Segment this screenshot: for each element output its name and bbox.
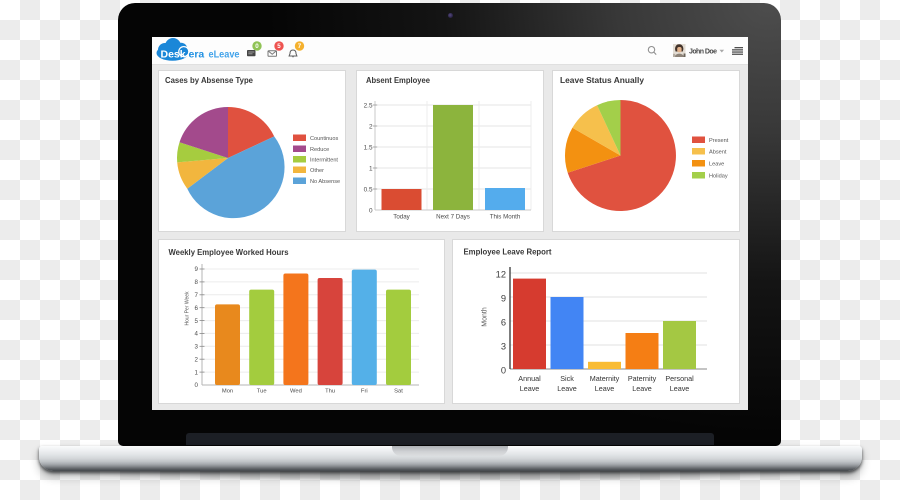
svg-text:Leave Status Anually: Leave Status Anually	[560, 75, 644, 85]
svg-text:This Month: This Month	[490, 214, 521, 221]
svg-text:7: 7	[298, 43, 302, 50]
svg-text:John Doe: John Doe	[689, 48, 717, 55]
svg-text:0: 0	[501, 365, 506, 375]
svg-text:Other: Other	[310, 168, 324, 174]
svg-text:Thu: Thu	[325, 389, 335, 395]
svg-text:Wed: Wed	[290, 389, 302, 395]
svg-text:1: 1	[195, 369, 199, 376]
svg-text:1.5: 1.5	[364, 144, 373, 151]
svg-text:12: 12	[496, 269, 506, 279]
svg-text:Leave: Leave	[595, 384, 615, 393]
svg-text:5: 5	[195, 318, 199, 325]
svg-text:Personal: Personal	[665, 374, 694, 383]
svg-text:4: 4	[195, 331, 199, 338]
svg-text:6: 6	[501, 317, 506, 327]
svg-text:Mon: Mon	[222, 389, 233, 395]
svg-text:Reduce: Reduce	[310, 147, 329, 153]
svg-text:Hour Per Week: Hour Per Week	[185, 291, 191, 326]
svg-text:Countinuos: Countinuos	[310, 136, 339, 142]
svg-text:Leave: Leave	[557, 384, 577, 393]
svg-text:Annual: Annual	[518, 374, 541, 383]
svg-text:9: 9	[501, 293, 506, 303]
svg-text:2.5: 2.5	[364, 102, 373, 109]
svg-text:era: era	[189, 49, 205, 61]
svg-text:Sat: Sat	[394, 389, 403, 395]
svg-text:2: 2	[195, 356, 199, 363]
svg-text:Paternity: Paternity	[628, 374, 657, 383]
svg-text:Present: Present	[709, 138, 729, 144]
svg-text:Absent Employee: Absent Employee	[366, 75, 430, 85]
svg-text:Leave: Leave	[709, 162, 724, 168]
svg-text:0: 0	[369, 207, 373, 214]
svg-text:0.5: 0.5	[364, 186, 373, 193]
svg-text:1: 1	[369, 165, 373, 172]
svg-text:Leave: Leave	[670, 384, 690, 393]
svg-text:Sick: Sick	[560, 374, 574, 383]
svg-text:Absent: Absent	[709, 150, 727, 156]
svg-text:Tue: Tue	[257, 389, 267, 395]
svg-text:5: 5	[277, 43, 281, 50]
svg-text:Holiday: Holiday	[709, 174, 728, 180]
svg-text:Today: Today	[393, 214, 410, 221]
svg-text:0: 0	[255, 43, 259, 50]
svg-text:2: 2	[369, 123, 373, 130]
svg-text:Desk: Desk	[161, 49, 186, 61]
svg-text:No Absense: No Absense	[310, 179, 340, 185]
svg-text:9: 9	[195, 266, 199, 273]
svg-text:3: 3	[195, 344, 199, 351]
svg-text:Weekly Employee Worked Hours: Weekly Employee Worked Hours	[169, 247, 289, 257]
svg-text:0: 0	[195, 382, 199, 389]
svg-text:Next 7 Days: Next 7 Days	[436, 214, 470, 221]
svg-text:Maternity: Maternity	[590, 374, 620, 383]
svg-text:Employee Leave Report: Employee Leave Report	[464, 247, 552, 257]
svg-text:7: 7	[195, 292, 199, 299]
svg-text:3: 3	[501, 341, 506, 351]
svg-text:Cases by Absense Type: Cases by Absense Type	[165, 75, 253, 85]
svg-text:Leave: Leave	[632, 384, 652, 393]
svg-text:Intermittent: Intermittent	[310, 158, 338, 164]
svg-text:Leave: Leave	[520, 384, 540, 393]
svg-text:Fri: Fri	[361, 389, 368, 395]
svg-text:Month: Month	[482, 307, 489, 327]
svg-text:eLeave: eLeave	[209, 50, 241, 61]
svg-text:8: 8	[195, 279, 199, 286]
svg-text:6: 6	[195, 305, 199, 312]
